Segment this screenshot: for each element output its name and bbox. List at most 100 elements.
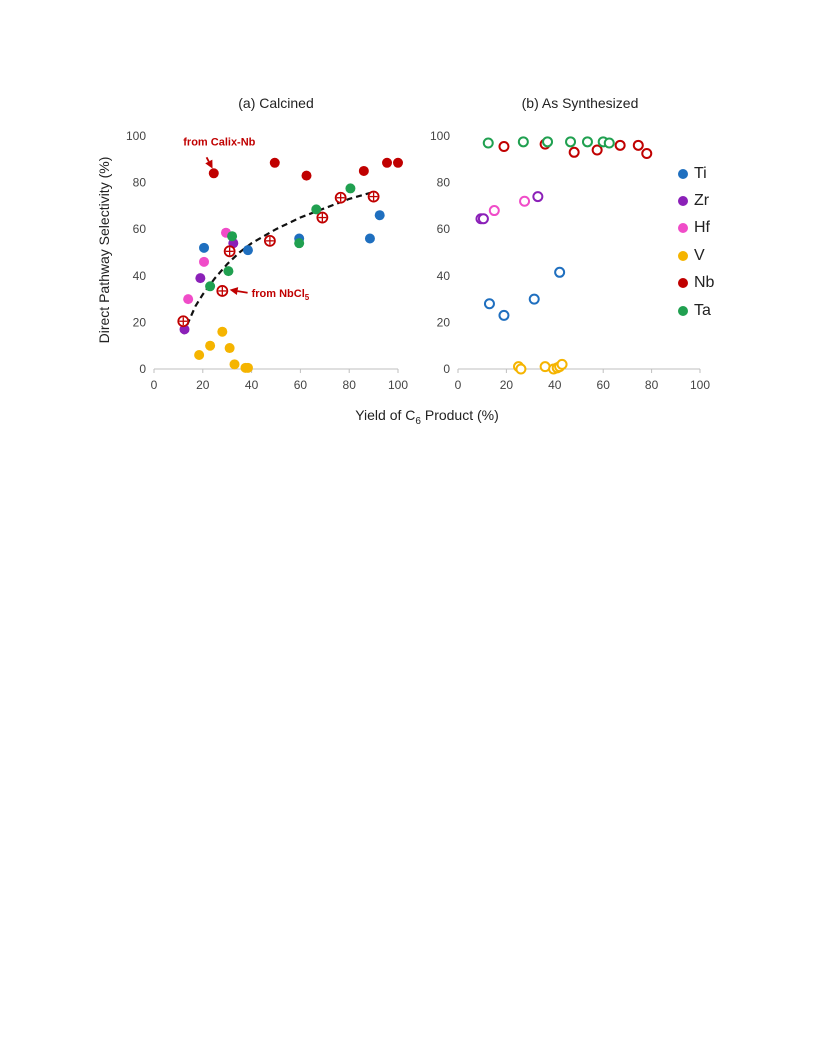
point-nb-filled — [301, 170, 312, 181]
x-tick-label: 60 — [294, 378, 308, 392]
legend-marker-zr — [678, 196, 688, 207]
point-nb-open — [498, 140, 510, 152]
legend-marker-hf — [678, 223, 688, 234]
point-nb-crosshair — [216, 285, 229, 297]
y-tick-label: 40 — [437, 269, 451, 283]
figure: (a) Calcined 0 20 40 60 80 100 0 20 40 60 80 100 from… — [0, 0, 816, 440]
y-axis-label: Direct Pathway Selectivity (%) — [96, 156, 112, 344]
point-ti-open — [528, 293, 540, 305]
point-v-filled — [242, 362, 253, 373]
legend-marker-ti — [678, 168, 688, 179]
legend-label-ta: Ta — [694, 301, 711, 319]
x-tick-label: 40 — [245, 378, 259, 392]
panel-as-synthesized: (b) As Synthesized 0 20 40 60 80 100 0 20 40 60 80 1… — [430, 95, 710, 392]
annotation-arrow-head — [229, 287, 239, 296]
point-nb-open — [632, 139, 644, 151]
legend-label-nb: Nb — [694, 274, 715, 292]
fit-curve — [182, 190, 374, 335]
annotation-subscript: 5 — [305, 293, 310, 302]
annotation-arrow-line — [205, 156, 210, 162]
annotation-text: from Calix-Nb — [183, 136, 255, 148]
point-v-filled — [194, 350, 205, 361]
x-axis-label-tail: Product (%) — [420, 407, 499, 423]
legend-label-ti: Ti — [694, 164, 707, 182]
point-zr-open — [532, 191, 544, 203]
y-tick-label: 100 — [126, 129, 146, 143]
point-nb-crosshair — [316, 211, 329, 224]
chart-svg: (a) Calcined 0 20 40 60 80 100 0 20 40 60 80 100 from… — [126, 95, 710, 392]
point-nb-filled — [269, 157, 280, 168]
point-nb-filled — [393, 157, 403, 168]
point-nb-crosshair — [367, 190, 380, 203]
x-tick-label: 0 — [455, 378, 462, 392]
point-v-filled — [229, 359, 240, 370]
annotation: from Calix-Nb — [183, 136, 256, 169]
y-tick-label: 60 — [133, 222, 147, 236]
legend-item-zr: Zr — [678, 187, 714, 214]
legend-label-zr: Zr — [694, 192, 710, 210]
point-ti-filled — [364, 233, 375, 244]
annotation-arrow-head — [205, 159, 213, 169]
legend-item-ta: Ta — [678, 297, 714, 324]
legend: Ti Zr Hf V Nb Ta — [678, 160, 714, 324]
x-tick-label: 100 — [388, 378, 408, 392]
point-nb-open — [641, 147, 653, 159]
point-ta-filled — [227, 231, 238, 242]
legend-label-v: V — [694, 246, 705, 264]
legend-item-hf: Hf — [678, 215, 714, 242]
y-tick-label: 80 — [133, 176, 147, 190]
y-tick-label: 80 — [437, 176, 451, 190]
point-ti-filled — [242, 245, 253, 256]
annotation-text: from NbCl5 — [252, 288, 310, 302]
legend-item-nb: Nb — [678, 270, 714, 297]
point-ti-open — [554, 266, 566, 278]
y-tick-label: 20 — [133, 315, 147, 329]
x-tick-label: 80 — [343, 378, 357, 392]
point-ta-open — [517, 136, 529, 148]
x-axis-label-main: Yield of C — [355, 407, 416, 423]
x-tick-label: 0 — [151, 378, 158, 392]
legend-item-v: V — [678, 242, 714, 269]
point-ta-filled — [345, 183, 356, 194]
point-nb-open — [568, 146, 580, 158]
legend-marker-v — [678, 250, 688, 261]
point-nb-open — [591, 144, 603, 156]
x-tick-label: 20 — [196, 378, 210, 392]
legend-label-hf: Hf — [694, 219, 710, 237]
point-nb-crosshair — [223, 245, 236, 258]
point-ta-filled — [223, 266, 234, 277]
point-ta-open — [482, 137, 494, 149]
point-zr-open — [477, 213, 489, 225]
point-v-filled — [205, 340, 216, 351]
point-nb-filled — [382, 157, 393, 168]
point-nb-filled — [358, 165, 369, 176]
y-tick-label: 100 — [430, 129, 450, 143]
point-v-open — [515, 363, 527, 375]
point-nb-crosshair — [334, 191, 347, 204]
point-ti-filled — [199, 242, 210, 253]
panel-calcined: (a) Calcined 0 20 40 60 80 100 0 20 40 60 80 100 from… — [126, 95, 408, 392]
point-hf-filled — [199, 256, 210, 267]
panel-title: (a) Calcined — [238, 95, 313, 111]
point-v-filled — [224, 343, 235, 354]
y-tick-label: 0 — [139, 362, 146, 376]
point-ta-open — [603, 137, 615, 149]
legend-marker-ta — [678, 305, 688, 316]
point-ti-filled — [374, 210, 385, 221]
point-ta-open — [581, 136, 593, 148]
point-nb-filled — [208, 168, 219, 179]
point-ta-open — [565, 136, 577, 148]
point-v-open — [556, 358, 568, 370]
point-nb-crosshair — [177, 315, 190, 328]
x-tick-label: 40 — [548, 378, 562, 392]
y-tick-label: 60 — [437, 222, 451, 236]
point-ti-open — [498, 309, 510, 321]
x-axis-label: Yield of C6 Product (%) — [355, 407, 499, 427]
point-ta-filled — [294, 238, 305, 249]
y-tick-label: 20 — [437, 315, 451, 329]
point-nb-open — [614, 139, 626, 151]
point-hf-filled — [183, 294, 194, 305]
annotation-arrow-line — [237, 290, 248, 294]
point-zr-filled — [195, 273, 206, 284]
point-hf-open — [519, 195, 531, 207]
